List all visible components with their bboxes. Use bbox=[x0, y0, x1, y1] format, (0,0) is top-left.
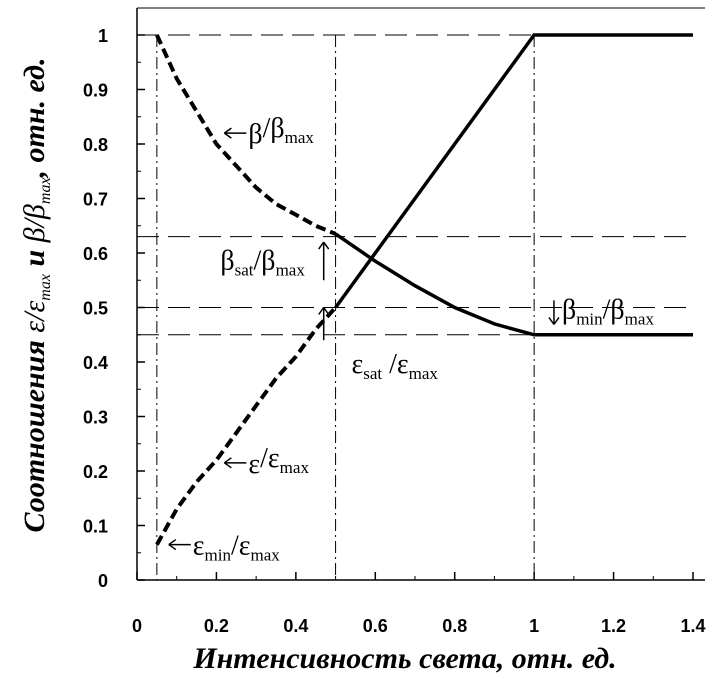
axes bbox=[136, 7, 705, 581]
x-tick-label: 1 bbox=[529, 616, 539, 636]
y-axis-title-eps: ε bbox=[18, 301, 51, 313]
x-tick-label: 0.6 bbox=[363, 616, 388, 636]
y-tick-labels: 0 0.1 0.2 0.3 0.4 0.5 0.6 0.7 0.8 0.9 1 bbox=[83, 26, 108, 591]
y-tick-label: 1 bbox=[98, 26, 108, 46]
y-axis-title-suffix: отн. ед. bbox=[18, 57, 51, 162]
y-tick-label: 0.2 bbox=[83, 462, 108, 482]
annotations: β/βmax βsat/βmax εsat /εmax βmin/βmax ε/εmax… bbox=[168, 113, 655, 565]
y-axis-title: Соотношения ε/εmax и β/βmax, отн. ед. bbox=[18, 57, 54, 532]
annotation-label: β/βmax bbox=[248, 113, 314, 150]
sat-arrowhead-1 bbox=[318, 307, 330, 315]
x-tick-label: 0.2 bbox=[204, 616, 229, 636]
annotation-label: ε/εmax bbox=[248, 443, 309, 480]
annotation-4: ε/εmax bbox=[223, 443, 309, 480]
series-0-solid bbox=[334, 232, 693, 337]
annotation-label: βmin/βmax bbox=[562, 294, 655, 328]
annotation-label: βsat/βmax bbox=[220, 245, 305, 279]
tick-marks bbox=[136, 34, 694, 581]
x-tick-label: 0 bbox=[132, 616, 142, 636]
x-tick-label: 0.8 bbox=[442, 616, 467, 636]
y-axis-title-eps-sub: max bbox=[37, 274, 54, 301]
x-tick-label: 1.2 bbox=[601, 616, 626, 636]
annotation-5: εmin/εmax bbox=[168, 531, 281, 565]
y-axis-title-beta: β bbox=[18, 204, 51, 220]
x-tick-label: 0.4 bbox=[283, 616, 308, 636]
y-axis-title-and: и bbox=[18, 250, 51, 267]
reference-lines bbox=[137, 34, 693, 580]
y-tick-label: 0.7 bbox=[83, 190, 108, 210]
y-tick-label: 0.4 bbox=[83, 353, 108, 373]
annotation-1: βsat/βmax bbox=[220, 245, 305, 279]
annotation-2: εsat /εmax bbox=[351, 349, 438, 383]
series-1-solid bbox=[334, 33, 693, 309]
y-tick-label: 0.6 bbox=[83, 244, 108, 264]
y-tick-label: 0.8 bbox=[83, 135, 108, 155]
annotation-3: βmin/βmax bbox=[548, 294, 655, 328]
annotation-arrowhead bbox=[168, 538, 177, 551]
y-axis-title-beta-sub: max bbox=[37, 177, 54, 204]
y-tick-label: 0 bbox=[98, 571, 108, 591]
y-axis-title-beta: β bbox=[18, 227, 51, 243]
series-1-dashed bbox=[155, 306, 338, 546]
y-tick-label: 0.9 bbox=[83, 81, 108, 101]
x-axis-title: Интенсивность света, отн. ед. bbox=[192, 642, 616, 675]
y-axis-title-eps: ε bbox=[18, 321, 51, 333]
x-tick-labels: 0 0.2 0.4 0.6 0.8 1 1.2 1.4 bbox=[132, 616, 706, 636]
annotation-arrowhead bbox=[223, 127, 232, 139]
y-tick-label: 0.5 bbox=[83, 299, 108, 319]
annotation-label: εsat /εmax bbox=[351, 349, 438, 383]
series-0-dashed bbox=[155, 34, 337, 236]
annotation-arrowhead bbox=[223, 457, 232, 469]
x-tick-label: 1.4 bbox=[680, 616, 705, 636]
annotation-arrowhead bbox=[548, 316, 560, 325]
sat-arrowhead-0 bbox=[318, 241, 330, 250]
series bbox=[155, 33, 693, 546]
annotation-label: εmin/εmax bbox=[193, 531, 281, 565]
y-tick-label: 0.1 bbox=[83, 517, 108, 537]
y-tick-label: 0.3 bbox=[83, 408, 108, 428]
y-axis-title-prefix: Соотношения bbox=[18, 340, 51, 532]
annotation-0: β/βmax bbox=[223, 113, 314, 150]
